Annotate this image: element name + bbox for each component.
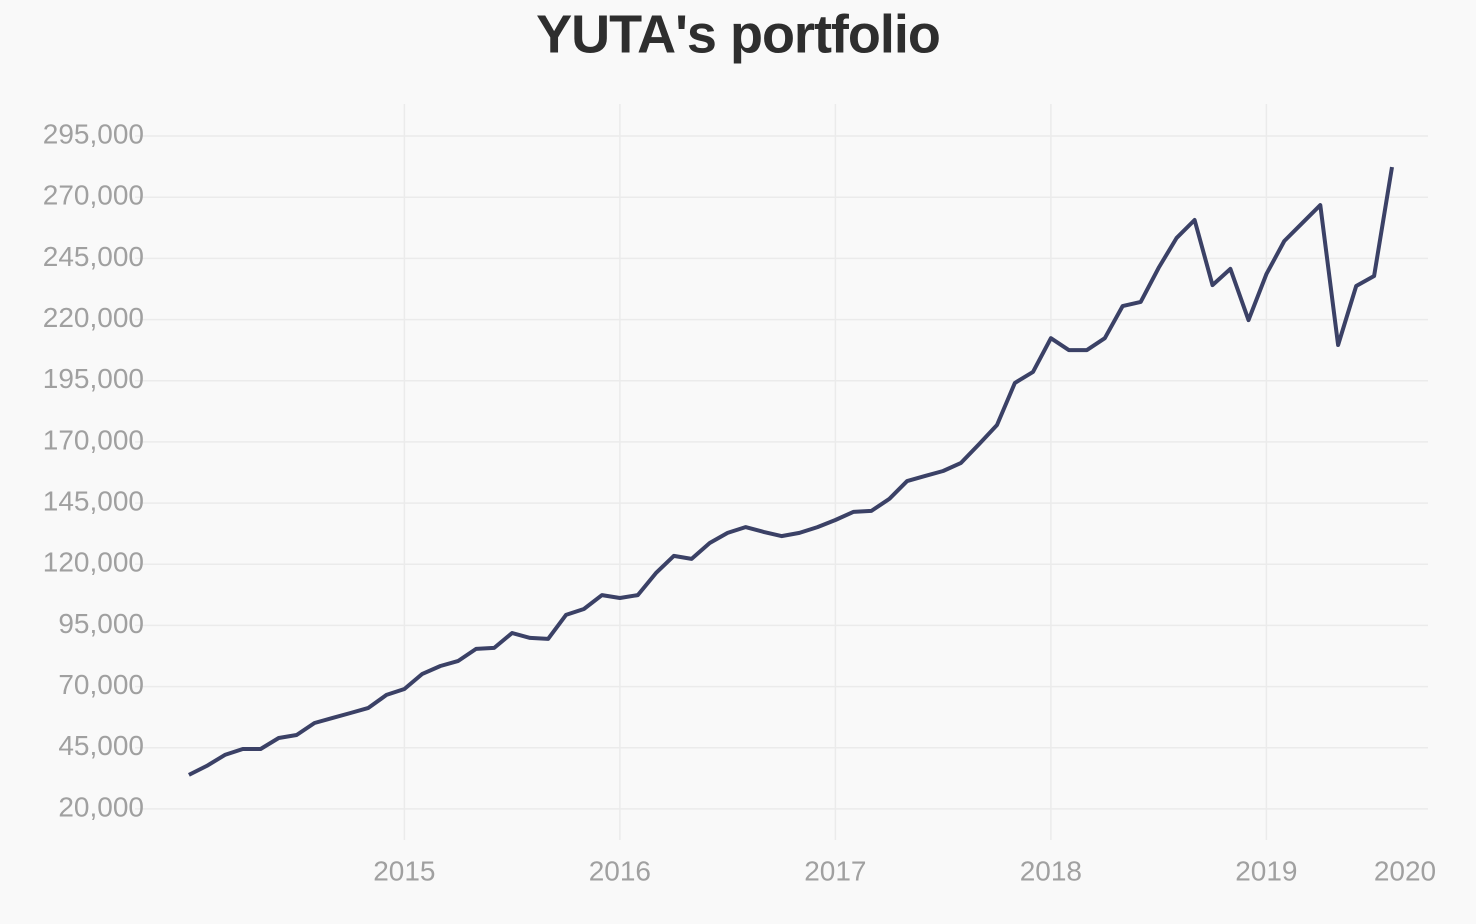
y-tick-label: 20,000 <box>58 791 144 822</box>
chart-title: YUTA's portfolio <box>536 4 940 64</box>
y-tick-label: 70,000 <box>58 669 144 700</box>
y-tick-label: 195,000 <box>43 363 144 394</box>
x-tick-label: 2015 <box>373 855 435 886</box>
x-tick-label: 2020 <box>1374 855 1436 886</box>
y-tick-label: 220,000 <box>43 302 144 333</box>
y-tick-label: 245,000 <box>43 241 144 272</box>
x-tick-label: 2019 <box>1235 855 1297 886</box>
data-line <box>188 166 1394 777</box>
y-tick-label: 170,000 <box>43 424 144 455</box>
y-tick-label: 95,000 <box>58 608 144 639</box>
x-tick-label: 2018 <box>1020 855 1082 886</box>
y-tick-label: 295,000 <box>43 118 144 149</box>
x-tick-label: 2016 <box>589 855 651 886</box>
y-tick-label: 45,000 <box>58 730 144 761</box>
y-tick-label: 145,000 <box>43 485 144 516</box>
y-tick-label: 120,000 <box>43 547 144 578</box>
y-tick-label: 270,000 <box>43 180 144 211</box>
x-tick-label: 2017 <box>804 855 866 886</box>
